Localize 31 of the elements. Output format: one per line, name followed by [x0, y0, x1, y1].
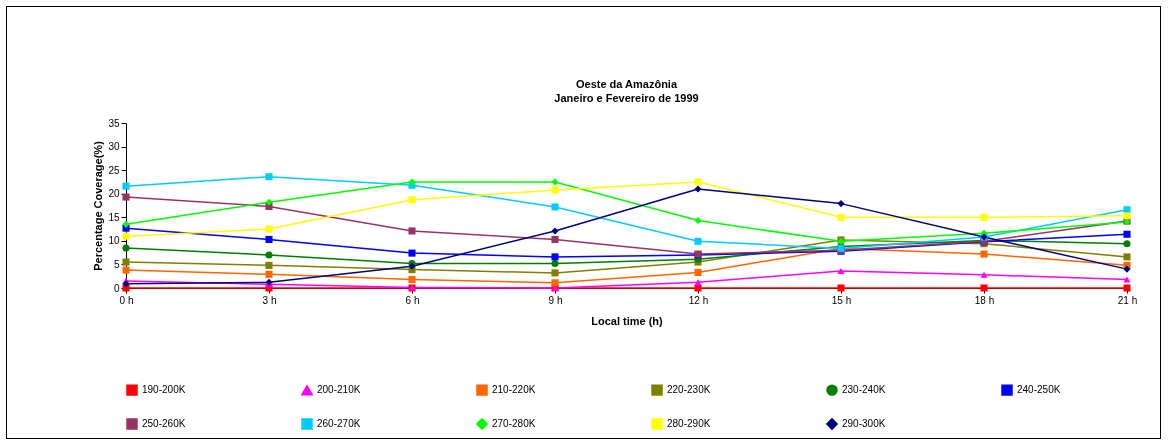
x-tick-label: 21 h [1117, 294, 1138, 306]
x-axis-title: Local time (h) [591, 314, 664, 327]
y-tick-label: 35 [108, 117, 120, 129]
x-tick-label: 15 h [831, 294, 852, 306]
x-tick-label: 3 h [262, 294, 277, 306]
x-tick-label: 9 h [548, 294, 563, 306]
legend-label: 220-230K [667, 384, 711, 396]
legend-label: 270-280K [492, 418, 536, 429]
x-tick-label: 18 h [974, 294, 995, 306]
legend-label: 250-260K [142, 418, 186, 429]
y-tick-label: 10 [108, 235, 120, 247]
legend-label: 290-300K [842, 418, 886, 429]
x-tick-label: 12 h [688, 294, 709, 306]
legend-label: 200-210K [317, 384, 361, 396]
legend-label: 260-270K [317, 418, 361, 429]
legend-label: 230-240K [842, 384, 886, 396]
chart-title: Oeste da Amazônia [575, 78, 678, 90]
y-tick-label: 25 [108, 164, 120, 176]
x-tick-label: 0 h [119, 294, 134, 306]
x-tick-label: 6 h [405, 294, 420, 306]
y-axis-title: Percentage Coverage(%) [92, 140, 105, 271]
y-tick-label: 20 [108, 188, 120, 200]
y-tick-label: 5 [113, 258, 120, 270]
legend-label: 240-250K [1017, 384, 1061, 396]
y-tick-label: 15 [108, 211, 120, 223]
y-tick-label: 30 [108, 141, 120, 153]
chart-subtitle: Janeiro e Fevereiro de 1999 [554, 92, 699, 104]
legend-label: 280-290K [667, 418, 711, 429]
legend-label: 210-220K [492, 384, 536, 396]
y-tick-label: 0 [113, 282, 120, 294]
legend-label: 190-200K [142, 384, 186, 396]
